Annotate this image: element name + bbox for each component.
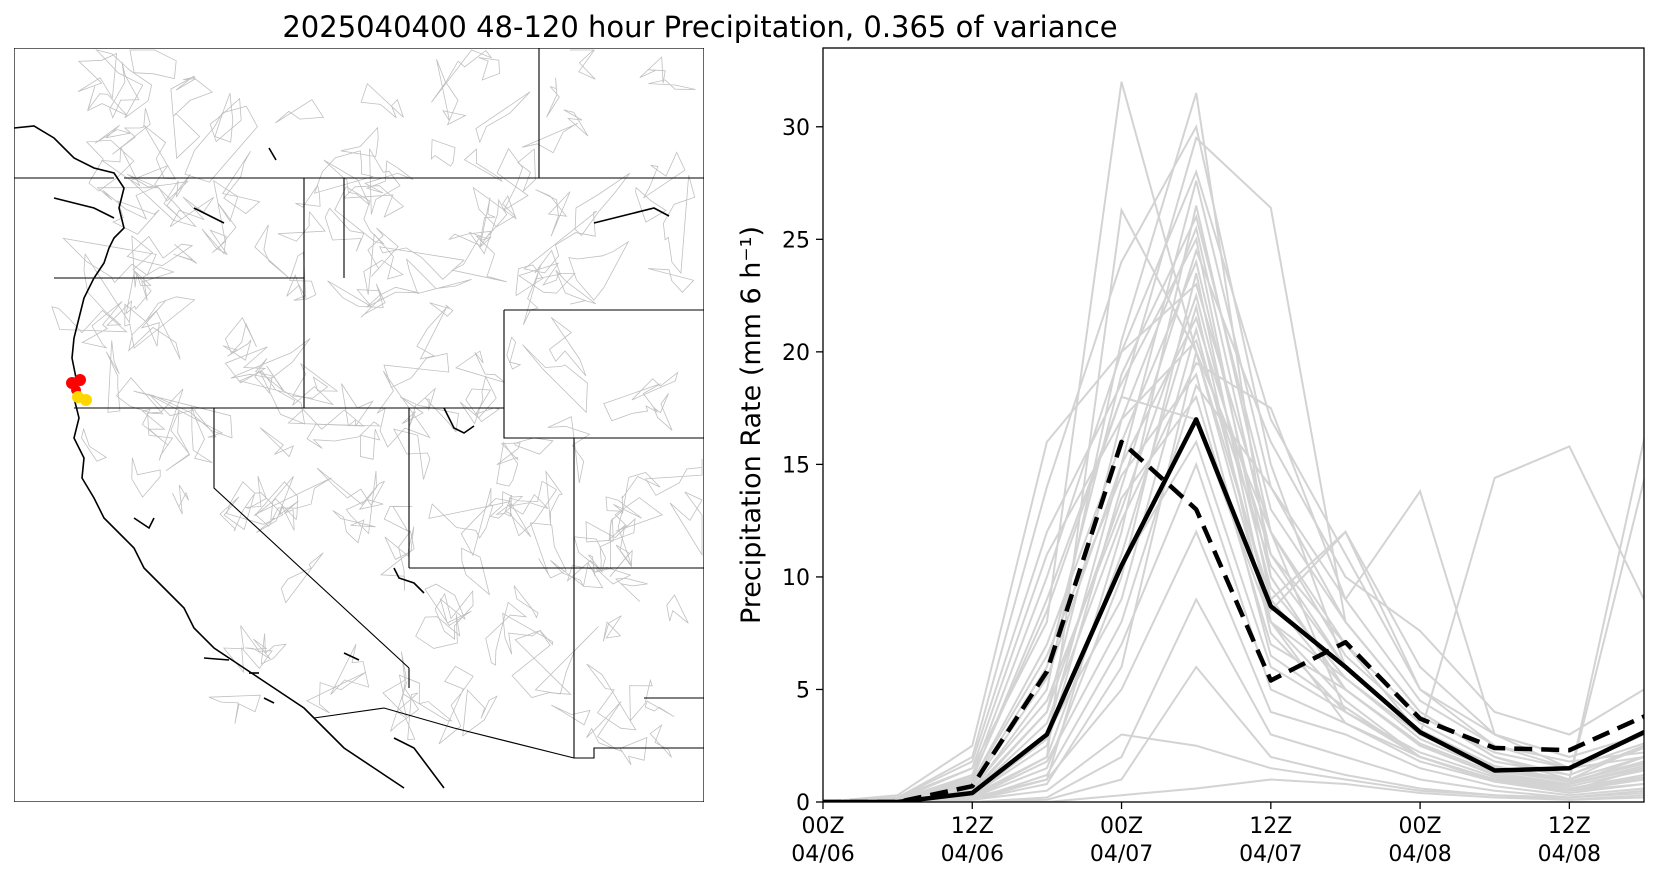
x-tick-label-date: 04/08 bbox=[1538, 842, 1601, 867]
x-tick-label-time: 00Z bbox=[1399, 814, 1442, 839]
x-axis-ticks: 00Z 04/06 12Z 04/06 00Z 04/07 12Z 04/07 00Z 04/08… bbox=[791, 802, 1601, 867]
ensemble-member-line bbox=[823, 168, 1644, 802]
ensemble-member-line bbox=[823, 206, 1644, 802]
ensemble-member-line bbox=[823, 180, 1644, 802]
ensemble-member-line bbox=[823, 778, 1644, 802]
x-tick-label-time: 12Z bbox=[1548, 814, 1591, 839]
ensemble-member-line bbox=[823, 597, 1644, 802]
state-borders bbox=[14, 48, 704, 759]
x-tick-label-date: 04/06 bbox=[791, 842, 854, 867]
y-axis-label: Precipitation Rate (mm 6 h⁻¹) bbox=[736, 226, 767, 624]
plot-frame bbox=[822, 47, 1645, 803]
y-tick-label: 25 bbox=[782, 228, 810, 253]
y-tick-label: 5 bbox=[796, 678, 810, 703]
watershed-boundaries bbox=[51, 49, 703, 766]
basin-map bbox=[13, 47, 705, 803]
ensemble-member-line bbox=[823, 529, 1644, 802]
x-tick-label-time: 00Z bbox=[801, 814, 844, 839]
y-tick-label: 30 bbox=[782, 116, 810, 141]
y-tick-label: 10 bbox=[782, 566, 810, 591]
x-tick-label-date: 04/07 bbox=[1090, 842, 1153, 867]
basin-map-canvas bbox=[13, 47, 705, 803]
x-tick-label-date: 04/08 bbox=[1388, 842, 1451, 867]
y-tick-label: 20 bbox=[782, 341, 810, 366]
x-tick-label-date: 04/07 bbox=[1239, 842, 1302, 867]
mean-series-line bbox=[823, 417, 1644, 802]
y-tick-label: 0 bbox=[796, 791, 810, 816]
ensemble-member-line bbox=[823, 81, 1644, 802]
ensemble-members bbox=[823, 81, 1644, 802]
ensemble-member-line bbox=[823, 395, 1644, 802]
y-tick-label: 15 bbox=[782, 453, 810, 478]
observed-series-line bbox=[823, 439, 1644, 802]
x-tick-label-time: 00Z bbox=[1100, 814, 1143, 839]
ensemble-member-line bbox=[823, 338, 1644, 802]
ensemble-member-line bbox=[823, 372, 1644, 802]
x-tick-label-time: 12Z bbox=[951, 814, 994, 839]
y-axis-ticks: 0 5 10 15 20 25 30 bbox=[782, 116, 823, 816]
ensemble-member-line bbox=[823, 733, 1644, 802]
figure-title: 2025040400 48-120 hour Precipitation, 0.… bbox=[282, 10, 1118, 44]
ensemble-member-line bbox=[823, 292, 1644, 802]
highlighted-basin bbox=[66, 374, 92, 406]
series-lines bbox=[823, 417, 1644, 802]
coastline bbox=[13, 125, 670, 789]
ensemble-member-line bbox=[823, 124, 1644, 802]
x-tick-label-date: 04/06 bbox=[941, 842, 1004, 867]
x-tick-label-time: 12Z bbox=[1249, 814, 1292, 839]
